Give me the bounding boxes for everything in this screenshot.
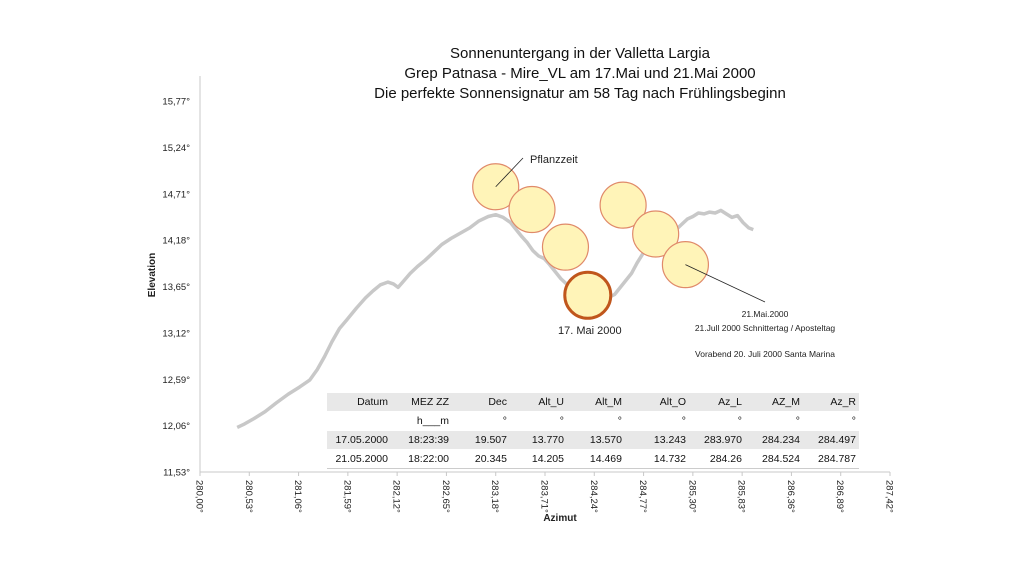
y-tick-label: 14,71° xyxy=(162,189,190,200)
table-cell: 14.205 xyxy=(510,449,567,469)
annotation-vorabend: Vorabend 20. Juli 2000 Santa Marina xyxy=(695,349,835,359)
table-header-row: Datum MEZ ZZ Dec Alt_U Alt_M Alt_O Az_L … xyxy=(327,393,859,412)
table-unit-cell: ° xyxy=(625,411,689,431)
table-cell: 283.970 xyxy=(689,430,745,450)
y-tick-label: 12,06° xyxy=(162,421,190,432)
y-axis-label: Elevation xyxy=(147,253,158,297)
leader-line-21-mai xyxy=(685,264,766,303)
sun-disc xyxy=(599,181,647,229)
x-tick-label: 281,59° xyxy=(341,480,352,513)
x-tick-label: 286,89° xyxy=(834,480,845,513)
table-unit-cell xyxy=(327,411,391,431)
x-tick-label: 287,42° xyxy=(884,480,895,513)
table-cell: 13.570 xyxy=(567,430,625,450)
y-tick-label: 15,77° xyxy=(162,97,190,108)
table-cell: 21.05.2000 xyxy=(327,449,391,469)
annotation-17-mai: 17. Mai 2000 xyxy=(558,325,622,337)
table-cell: 17.05.2000 xyxy=(327,430,391,450)
x-tick-label: 285,30° xyxy=(686,480,697,513)
table-unit-cell: ° xyxy=(745,411,803,431)
leader-line-pflanzzeit xyxy=(495,157,524,188)
table-row: 17.05.2000 18:23:39 19.507 13.770 13.570… xyxy=(327,430,859,450)
x-tick-label: 284,24° xyxy=(588,480,599,513)
table-unit-cell: ° xyxy=(803,411,859,431)
table-row: 21.05.2000 18:22:00 20.345 14.205 14.469… xyxy=(327,449,859,469)
table-cell: 18:22:00 xyxy=(391,449,452,469)
table-unit-row: h___m ° ° ° ° ° ° ° xyxy=(327,411,859,431)
table-cell: 18:23:39 xyxy=(391,430,452,450)
table-cell: 284.497 xyxy=(803,430,859,450)
y-tick-label: 11,53° xyxy=(163,468,190,479)
table-cell: 20.345 xyxy=(452,449,510,469)
x-tick-label: 283,18° xyxy=(489,480,500,513)
y-tick-label: 13,12° xyxy=(162,328,190,339)
table-header-cell: Datum xyxy=(327,393,391,412)
x-tick-label: 284,77° xyxy=(637,480,648,513)
table-header-cell: Alt_U xyxy=(510,393,567,412)
table-header-cell: Dec xyxy=(452,393,510,412)
table-cell: 284.26 xyxy=(689,449,745,469)
table-header-cell: Alt_M xyxy=(567,393,625,412)
sun-disc xyxy=(632,210,680,258)
x-axis-label: Azimut xyxy=(543,513,577,524)
y-tick-label: 15,24° xyxy=(162,143,190,154)
table-cell: 13.770 xyxy=(510,430,567,450)
sun-disc xyxy=(541,223,590,271)
table-cell: 19.507 xyxy=(452,430,510,450)
y-tick-label: 13,65° xyxy=(162,282,190,293)
table-unit-cell: h___m xyxy=(391,411,452,431)
x-tick-label: 280,53° xyxy=(243,480,254,513)
table-header-cell: Az_L xyxy=(689,393,745,412)
sun-disc-highlight xyxy=(563,270,613,320)
table-cell: 284.787 xyxy=(803,449,859,469)
table-header-cell: Az_R xyxy=(803,393,859,412)
horizon-line xyxy=(236,208,754,429)
title-line-1: Sonnenuntergang in der Valletta Largia xyxy=(450,45,710,62)
y-tick-label: 12,59° xyxy=(162,375,190,386)
annotation-21-juli: 21.Jull 2000 Schnittertag / Aposteltag xyxy=(695,323,836,333)
annotation-pflanzzeit: Pflanzzeit xyxy=(530,154,578,166)
x-tick-label: 282,12° xyxy=(391,480,402,513)
x-tick-label: 286,36° xyxy=(785,480,796,513)
title-line-3: Die perfekte Sonnensignatur am 58 Tag na… xyxy=(374,85,786,102)
chart-title: Sonnenuntergang in der Valletta Largia G… xyxy=(300,44,860,104)
table-header-cell: AZ_M xyxy=(745,393,803,412)
table-unit-cell: ° xyxy=(567,411,625,431)
x-tick-label: 283,71° xyxy=(539,480,550,513)
annotation-21-mai: 21.Mai.2000 xyxy=(742,309,789,319)
table-cell: 14.732 xyxy=(625,449,689,469)
table-cell: 14.469 xyxy=(567,449,625,469)
x-tick-label: 282,65° xyxy=(440,480,451,513)
table-unit-cell: ° xyxy=(452,411,510,431)
table-unit-cell: ° xyxy=(689,411,745,431)
table-cell: 284.234 xyxy=(745,430,803,450)
x-tick-label: 280,00° xyxy=(194,480,205,513)
title-line-2: Grep Patnasa - Mire_VL am 17.Mai und 21.… xyxy=(404,65,756,82)
table-cell: 284.524 xyxy=(745,449,803,469)
x-tick-label: 281,06° xyxy=(292,480,303,513)
table-unit-cell: ° xyxy=(510,411,567,431)
y-tick-label: 14,18° xyxy=(162,236,190,247)
table-header-cell: MEZ ZZ xyxy=(391,393,452,412)
x-tick-label: 285,83° xyxy=(736,480,747,513)
table-cell: 13.243 xyxy=(625,430,689,450)
table-header-cell: Alt_O xyxy=(625,393,689,412)
sun-data-table: Datum MEZ ZZ Dec Alt_U Alt_M Alt_O Az_L … xyxy=(327,393,859,469)
sun-disc xyxy=(508,185,556,234)
